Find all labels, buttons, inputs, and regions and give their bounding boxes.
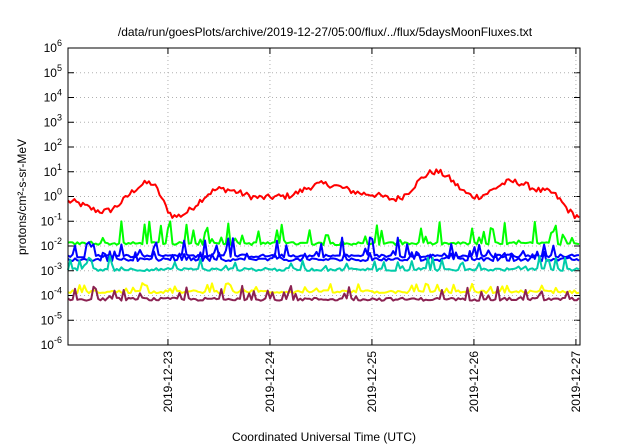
x-tick-label: 2019-12-25 [365, 351, 379, 413]
series-line-6 [67, 284, 580, 302]
y-axis-label: protons/cm²-s-sr-MeV [15, 139, 29, 255]
plot-frame [67, 47, 581, 346]
y-tick-label: 104 [44, 88, 62, 105]
y-tick-label: 10-4 [41, 286, 62, 303]
y-tick-label: 10-2 [41, 236, 62, 253]
x-tick-label: 2019-12-23 [161, 351, 175, 413]
x-tick-label: 2019-12-27 [569, 351, 583, 413]
chart-title: /data/run/goesPlots/archive/2019-12-27/0… [118, 25, 533, 39]
y-tick-label: 10-3 [41, 261, 62, 278]
y-tick-label: 10-6 [41, 335, 62, 352]
x-tick-label: 2019-12-26 [467, 351, 481, 413]
x-tick-label: 2019-12-24 [263, 351, 277, 413]
series-line-1 [67, 220, 580, 246]
series-line-5 [67, 282, 580, 295]
y-tick-label: 100 [44, 187, 62, 204]
series-group [67, 168, 580, 302]
y-tick-label: 103 [44, 112, 62, 129]
series-line-3 [67, 250, 580, 263]
series-line-4 [67, 255, 580, 272]
series-line-0 [67, 168, 580, 220]
y-tick-label: 106 [44, 38, 62, 55]
y-tick-label: 102 [44, 137, 62, 154]
x-tick-labels: 2019-12-23 2019-12-24 2019-12-25 2019-12-26… [161, 351, 583, 413]
y-tick-label: 10-5 [41, 310, 62, 327]
y-tick-label: 101 [44, 162, 62, 179]
y-tick-label: 10-1 [41, 211, 62, 228]
x-axis-label: Coordinated Universal Time (UTC) [232, 430, 416, 444]
y-tick-label: 105 [44, 63, 62, 80]
y-tick-labels: 10-6 10-5 10-4 10-3 10-2 10-1 100 101 102 103 104 1… [41, 38, 62, 352]
